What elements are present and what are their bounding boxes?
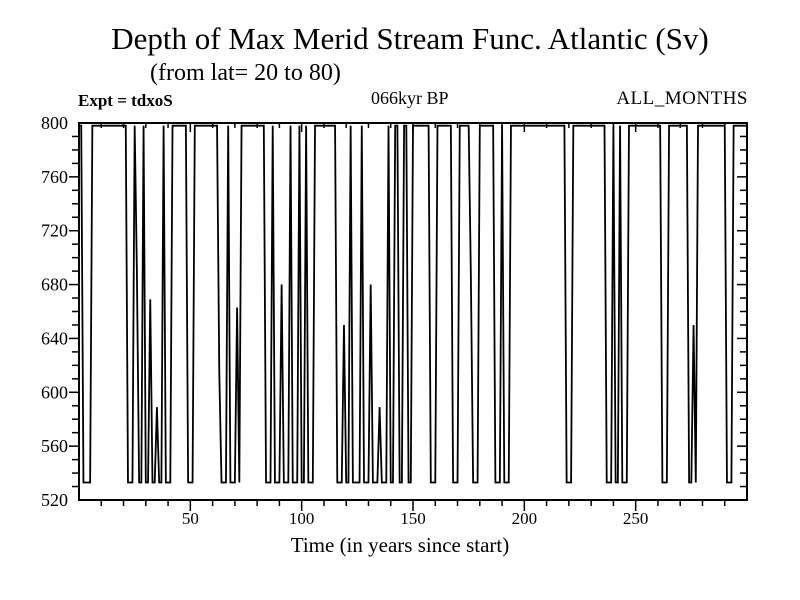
months-label: ALL_MONTHS xyxy=(616,88,748,109)
x-tick-label: 250 xyxy=(623,509,649,528)
y-tick-label: 560 xyxy=(41,436,68,456)
x-tick-label: 200 xyxy=(512,509,538,528)
x-axis-title: Time (in years since start) xyxy=(290,533,510,557)
x-tick-label: 150 xyxy=(400,509,426,528)
x-tick-label: 50 xyxy=(182,509,199,528)
y-tick-label: 760 xyxy=(41,167,68,187)
x-tick-label: 100 xyxy=(289,509,315,528)
y-tick-label: 800 xyxy=(41,113,68,133)
y-tick-label: 680 xyxy=(41,275,68,295)
y-tick-label: 600 xyxy=(41,382,68,402)
y-tick-label: 520 xyxy=(41,490,68,510)
y-tick-label: 640 xyxy=(41,328,68,348)
data-line xyxy=(80,124,747,484)
chart-subtitle: (from lat= 20 to 80) xyxy=(150,60,341,86)
chart-title: Depth of Max Merid Stream Func. Atlantic… xyxy=(111,21,709,56)
time-slice-label: 066kyr BP xyxy=(371,88,449,108)
y-tick-label: 720 xyxy=(41,221,68,241)
experiment-label: Expt = tdxoS xyxy=(78,91,173,110)
